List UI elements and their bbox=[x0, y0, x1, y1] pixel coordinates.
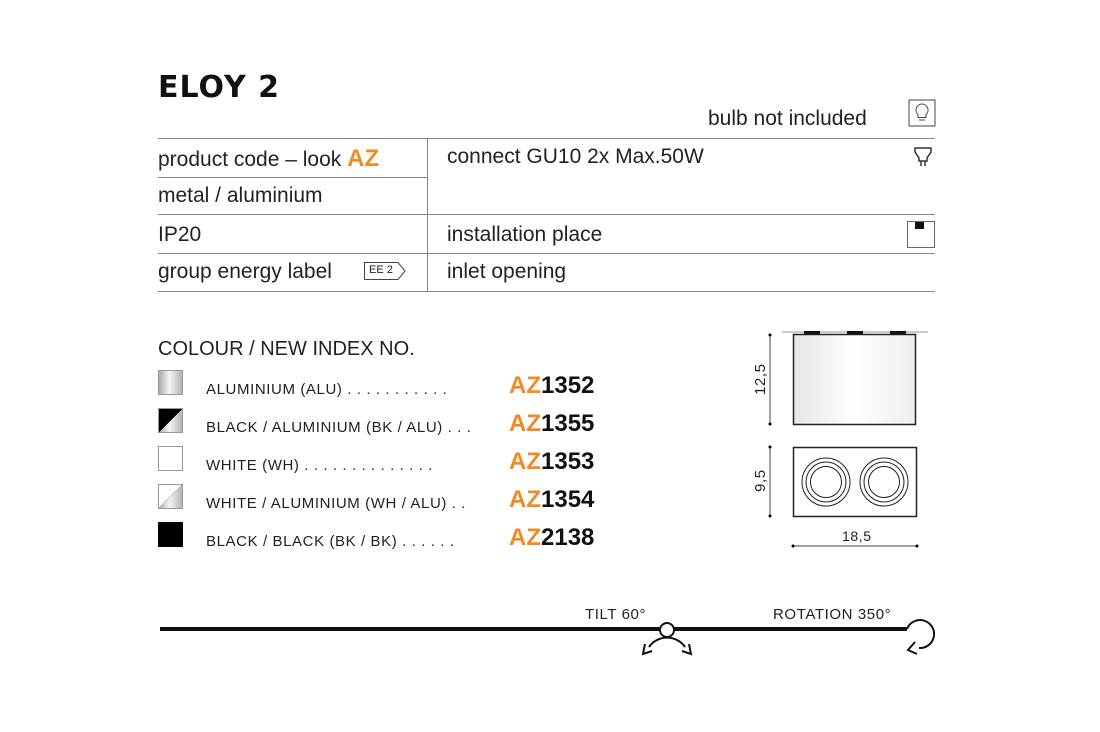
energy-badge: EE 2 bbox=[364, 262, 406, 280]
table-divider bbox=[427, 138, 428, 291]
table-rule bbox=[158, 253, 935, 254]
colour-code: AZ1354 bbox=[509, 486, 595, 513]
table-rule bbox=[158, 177, 427, 178]
dimension-drawing bbox=[768, 331, 928, 548]
tilt-rotation-diagram bbox=[160, 619, 935, 656]
ip-rating: IP20 bbox=[158, 223, 202, 246]
colour-label: BLACK / BLACK (BK / BK) . . . . . . bbox=[206, 533, 455, 550]
side-view bbox=[792, 333, 917, 426]
width-dimension: 18,5 bbox=[842, 528, 872, 544]
product-code: product code – look AZ bbox=[158, 145, 379, 173]
colour-code: AZ1353 bbox=[509, 448, 595, 475]
colour-label: WHITE (WH) . . . . . . . . . . . . . . bbox=[206, 457, 433, 474]
product-code-label: product code – look bbox=[158, 148, 342, 171]
table-rule bbox=[158, 291, 935, 292]
colour-label: WHITE / ALUMINIUM (WH / ALU) . . bbox=[206, 495, 467, 512]
colour-code: AZ1352 bbox=[509, 372, 595, 399]
tilt-label: TILT 60° bbox=[585, 606, 647, 623]
tilt-pivot-icon bbox=[659, 622, 675, 638]
gu10-bulb-icon bbox=[914, 147, 932, 166]
ceiling-mount-icon bbox=[907, 221, 935, 248]
energy-label: group energy label bbox=[158, 260, 332, 283]
energy-badge-text: EE 2 bbox=[369, 264, 393, 276]
connect-spec: connect GU10 2x Max.50W bbox=[447, 145, 704, 168]
depth-dimension: 9,5 bbox=[752, 469, 769, 492]
rotation-label: ROTATION 350° bbox=[773, 606, 892, 623]
installation-place: installation place bbox=[447, 223, 603, 246]
swatch-white-aluminium bbox=[158, 484, 183, 509]
tilt-arrow-icon bbox=[648, 636, 686, 648]
inlet-opening: inlet opening bbox=[447, 260, 567, 283]
colour-code: AZ2138 bbox=[509, 524, 595, 551]
colour-label: BLACK / ALUMINIUM (BK / ALU) . . . bbox=[206, 419, 472, 436]
material: metal / aluminium bbox=[158, 184, 323, 207]
table-rule bbox=[158, 214, 935, 215]
swatch-black bbox=[158, 522, 183, 547]
colour-heading: COLOUR / NEW INDEX NO. bbox=[158, 338, 415, 360]
swatch-white bbox=[158, 446, 183, 471]
bulb-note: bulb not included bbox=[708, 107, 867, 130]
table-rule bbox=[158, 138, 935, 139]
bulb-icon bbox=[908, 99, 936, 127]
product-code-value: AZ bbox=[347, 145, 380, 172]
height-dimension: 12,5 bbox=[752, 363, 769, 395]
product-title: ELOY 2 bbox=[158, 70, 281, 105]
rotation-arrow-icon bbox=[906, 619, 935, 650]
swatch-black-aluminium bbox=[158, 408, 183, 433]
swatch-aluminium bbox=[158, 370, 183, 395]
colour-label: ALUMINIUM (ALU) . . . . . . . . . . . bbox=[206, 381, 448, 398]
colour-code: AZ1355 bbox=[509, 410, 595, 437]
top-view bbox=[792, 446, 918, 518]
